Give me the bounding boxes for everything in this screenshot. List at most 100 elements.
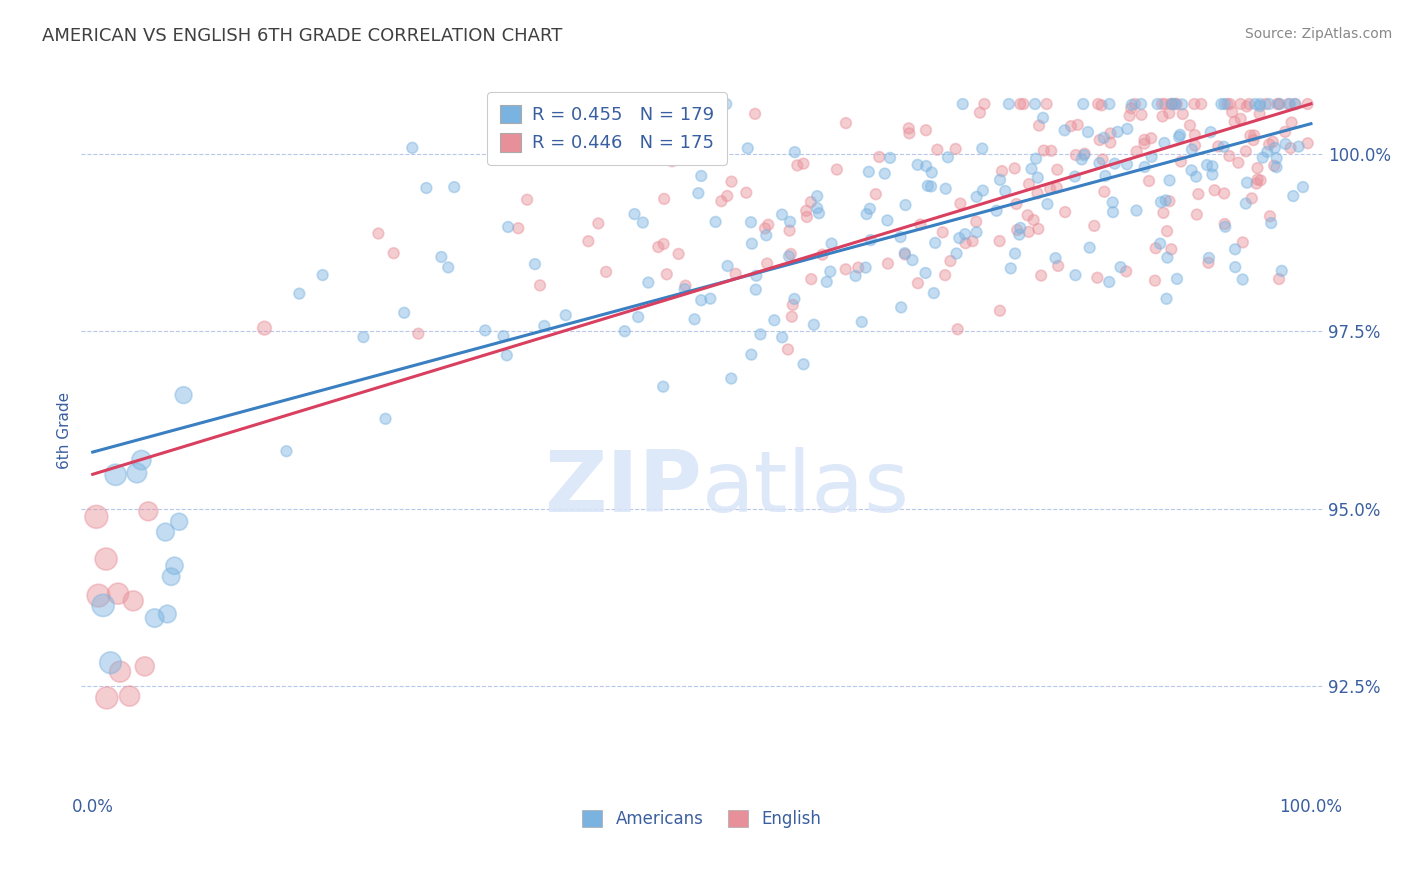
- Point: [1220, 105, 1243, 120]
- Point: [745, 283, 768, 297]
- Point: [898, 126, 921, 140]
- Point: [1088, 156, 1111, 170]
- Point: [763, 313, 786, 327]
- Point: [1184, 128, 1206, 142]
- Point: [945, 246, 967, 260]
- Point: [1040, 144, 1063, 158]
- Point: [948, 231, 970, 245]
- Point: [495, 348, 517, 362]
- Point: [1256, 145, 1278, 159]
- Point: [786, 158, 808, 172]
- Point: [529, 278, 551, 293]
- Point: [994, 184, 1017, 198]
- Point: [1070, 153, 1092, 167]
- Point: [1267, 97, 1289, 112]
- Point: [792, 157, 814, 171]
- Point: [1152, 206, 1174, 220]
- Point: [673, 282, 696, 296]
- Point: [1137, 174, 1160, 188]
- Point: [716, 259, 738, 273]
- Point: [1229, 112, 1251, 126]
- Point: [437, 260, 460, 275]
- Point: [1098, 275, 1121, 289]
- Point: [1227, 155, 1250, 169]
- Point: [1213, 186, 1236, 201]
- Point: [1046, 162, 1069, 177]
- Point: [1236, 99, 1258, 113]
- Point: [934, 268, 956, 282]
- Point: [1260, 216, 1282, 230]
- Point: [1125, 203, 1147, 218]
- Point: [1265, 160, 1288, 174]
- Point: [1201, 159, 1223, 173]
- Point: [1071, 97, 1094, 112]
- Point: [1237, 97, 1260, 112]
- Point: [382, 246, 405, 260]
- Point: [1101, 195, 1123, 210]
- Point: [704, 215, 727, 229]
- Point: [1144, 241, 1167, 255]
- Point: [803, 318, 825, 332]
- Point: [1199, 125, 1222, 139]
- Text: atlas: atlas: [702, 447, 910, 530]
- Point: [962, 234, 984, 248]
- Point: [1140, 150, 1163, 164]
- Point: [1258, 97, 1281, 112]
- Point: [1133, 133, 1156, 147]
- Point: [523, 257, 546, 271]
- Point: [1249, 107, 1271, 121]
- Point: [927, 143, 949, 157]
- Point: [796, 210, 818, 224]
- Point: [1039, 182, 1062, 196]
- Point: [915, 159, 938, 173]
- Point: [1243, 128, 1265, 143]
- Point: [1181, 143, 1204, 157]
- Point: [783, 292, 806, 306]
- Point: [415, 181, 437, 195]
- Point: [288, 286, 311, 301]
- Point: [1216, 97, 1239, 112]
- Point: [1206, 139, 1229, 153]
- Point: [1268, 97, 1291, 112]
- Point: [1118, 109, 1140, 123]
- Point: [1163, 97, 1185, 112]
- Point: [780, 310, 803, 324]
- Point: [931, 225, 953, 239]
- Point: [1279, 141, 1302, 155]
- Point: [1036, 197, 1059, 211]
- Point: [1091, 153, 1114, 167]
- Point: [998, 97, 1021, 112]
- Point: [1004, 246, 1026, 260]
- Point: [720, 175, 742, 189]
- Point: [675, 278, 697, 293]
- Point: [1045, 251, 1067, 265]
- Point: [1170, 154, 1192, 169]
- Point: [1249, 97, 1271, 112]
- Point: [779, 247, 801, 261]
- Point: [588, 216, 610, 230]
- Point: [894, 246, 917, 260]
- Point: [1258, 137, 1281, 152]
- Point: [1223, 115, 1246, 129]
- Point: [1085, 270, 1108, 285]
- Point: [1156, 251, 1178, 265]
- Point: [1116, 157, 1139, 171]
- Point: [922, 286, 945, 301]
- Point: [1263, 159, 1285, 173]
- Point: [1284, 97, 1306, 112]
- Point: [1254, 97, 1277, 112]
- Point: [894, 198, 917, 212]
- Point: [1161, 97, 1184, 112]
- Point: [1160, 97, 1182, 112]
- Point: [156, 607, 179, 621]
- Point: [1274, 125, 1296, 139]
- Point: [1024, 97, 1046, 112]
- Point: [107, 587, 129, 601]
- Point: [1133, 160, 1156, 174]
- Point: [641, 97, 664, 112]
- Point: [1166, 272, 1188, 286]
- Point: [1223, 242, 1246, 256]
- Point: [1107, 125, 1129, 139]
- Point: [1010, 97, 1032, 112]
- Point: [1026, 170, 1049, 185]
